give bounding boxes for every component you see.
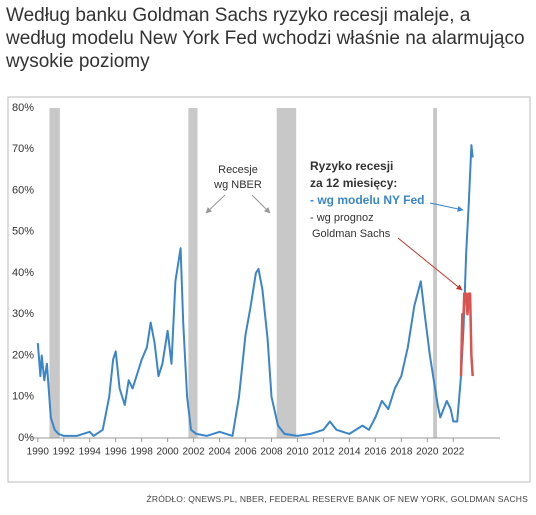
y-tick-label: 20%	[12, 349, 34, 361]
y-tick-label: 60%	[12, 184, 34, 196]
y-tick-label: 30%	[12, 308, 34, 320]
x-tick-label: 1994	[79, 447, 102, 458]
x-tick-label: 1992	[53, 447, 76, 458]
y-tick-label: 80%	[12, 102, 34, 114]
annotation: wg NBER	[213, 179, 262, 191]
x-tick-label: 2010	[286, 447, 309, 458]
arrow	[429, 202, 464, 212]
chart-frame	[7, 96, 531, 483]
y-tick-label: 40%	[12, 267, 34, 279]
x-tick-label: 2006	[234, 447, 257, 458]
x-tick-label: 2014	[338, 447, 361, 458]
x-tick-label: 2000	[156, 447, 179, 458]
x-tick-label: 2002	[182, 447, 205, 458]
x-tick-label: 1990	[27, 447, 50, 458]
arrow	[205, 194, 226, 214]
annotation: Recesje	[218, 164, 258, 176]
x-tick-label: 2018	[390, 447, 413, 458]
recession-band	[49, 108, 60, 438]
x-tick-label: 2012	[312, 447, 335, 458]
x-tick-label: 2016	[364, 447, 387, 458]
x-tick-label: 2008	[260, 447, 283, 458]
legend-label: - wg modelu NY Fed	[310, 193, 424, 207]
y-tick-label: 0%	[18, 432, 34, 444]
x-tick-label: 1998	[131, 447, 154, 458]
x-tick-label: 2004	[208, 447, 231, 458]
recession-band	[276, 108, 297, 438]
legend-label: Goldman Sachs	[312, 228, 391, 240]
y-tick-label: 70%	[12, 143, 34, 155]
y-tick-label: 50%	[12, 226, 34, 238]
recession-band	[188, 108, 198, 438]
title: Według banku Goldman Sachs ryzyko recesj…	[6, 5, 525, 72]
recession-band	[433, 108, 438, 438]
series-line	[459, 292, 474, 377]
arrow	[251, 194, 271, 214]
annotation: Ryzyko recesji	[310, 159, 393, 173]
y-tick-label: 10%	[12, 391, 34, 403]
source: ŹRÓDŁO: QNEWS.PL, NBER, FEDERAL RESERVE …	[146, 494, 528, 504]
annotation: za 12 miesięcy:	[310, 176, 397, 190]
x-tick-label: 2022	[442, 447, 465, 458]
x-tick-label: 2020	[416, 447, 439, 458]
series-line	[36, 144, 474, 437]
arrow	[397, 237, 463, 291]
legend-label: - wg prognoz	[310, 212, 374, 224]
x-tick-label: 1996	[105, 447, 128, 458]
